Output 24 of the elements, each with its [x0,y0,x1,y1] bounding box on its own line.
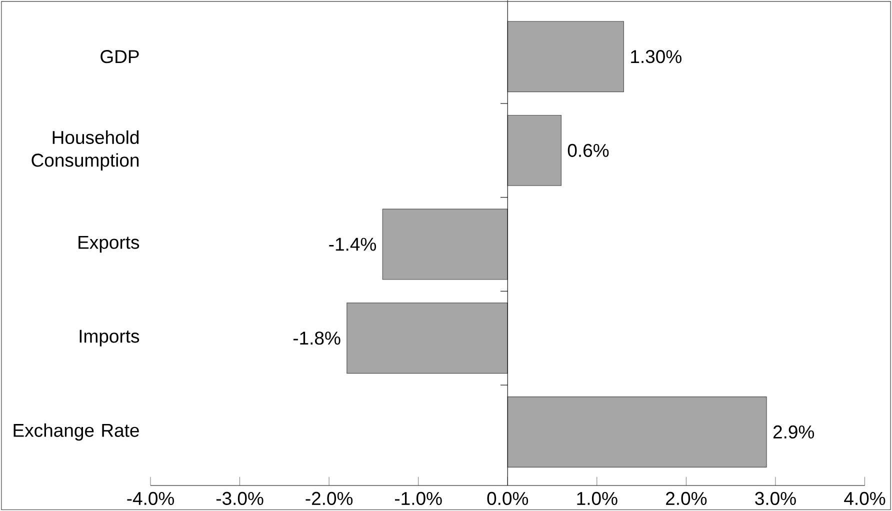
y-tick-label: Exports [78,236,140,252]
data-label: -1.4% [329,238,376,251]
x-tick-label: 4.0% [844,492,886,505]
x-tick-label: -3.0% [216,492,264,505]
y-tick-label: Exchange Rate [14,423,139,441]
bar [507,396,767,468]
x-tick-label: -1.0% [395,492,442,505]
x-tick-label: -4.0% [127,492,174,505]
x-tick-label: 1.0% [577,492,618,505]
data-label: 2.9% [773,425,814,438]
x-tick-label: -2.0% [306,492,353,505]
y-tick-label: Household Consumption [32,130,139,170]
y-tick-label: GDP [100,50,139,64]
x-tick-label: 3.0% [755,492,796,505]
data-label: 0.6% [568,144,609,157]
bar [346,302,508,374]
data-label: -1.8% [293,331,340,345]
bar [382,208,508,280]
data-label: 1.30% [631,50,682,64]
x-tick-label: 2.0% [666,492,707,505]
bar [507,21,624,92]
y-tick-label: Imports [80,330,140,346]
bar [507,114,562,186]
x-tick-label: 0.0% [487,492,528,505]
